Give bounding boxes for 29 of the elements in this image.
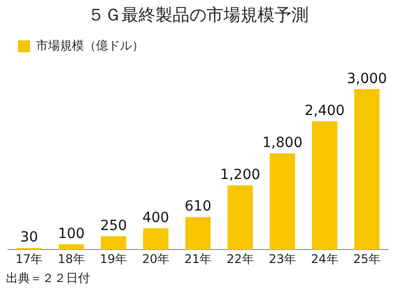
source-note: 出典＝２２日付 <box>6 270 90 287</box>
data-label: 1,200 <box>220 167 260 184</box>
bar <box>100 236 126 250</box>
chart-title: ５Ｇ最終製品の市場規模予測 <box>88 6 308 26</box>
data-label: 100 <box>58 226 85 242</box>
data-label: 2,400 <box>304 102 345 119</box>
x-tick-label: 24年 <box>311 252 338 266</box>
data-label: 1,800 <box>262 134 302 151</box>
bar <box>312 121 338 250</box>
data-label: 400 <box>142 210 170 226</box>
x-tick-label: 22年 <box>226 252 254 266</box>
bar <box>228 185 253 250</box>
bar <box>143 228 168 250</box>
x-tick-label: 23年 <box>268 252 296 266</box>
x-tick-label: 17年 <box>15 252 43 266</box>
data-label: 30 <box>20 230 38 246</box>
data-label: 3,000 <box>346 70 387 87</box>
x-tick-label: 25年 <box>353 252 381 266</box>
bar <box>354 89 380 250</box>
x-tick-label: 20年 <box>142 252 170 266</box>
x-tick-label: 18年 <box>58 252 85 266</box>
x-tick-label: 21年 <box>184 252 212 266</box>
bar <box>58 244 84 250</box>
bar <box>270 153 296 250</box>
data-label: 250 <box>100 218 127 234</box>
bar <box>185 216 211 250</box>
data-label: 610 <box>184 198 212 215</box>
x-tick-label: 19年 <box>100 252 128 266</box>
legend-label: 市場規模（億ドル） <box>36 38 144 53</box>
